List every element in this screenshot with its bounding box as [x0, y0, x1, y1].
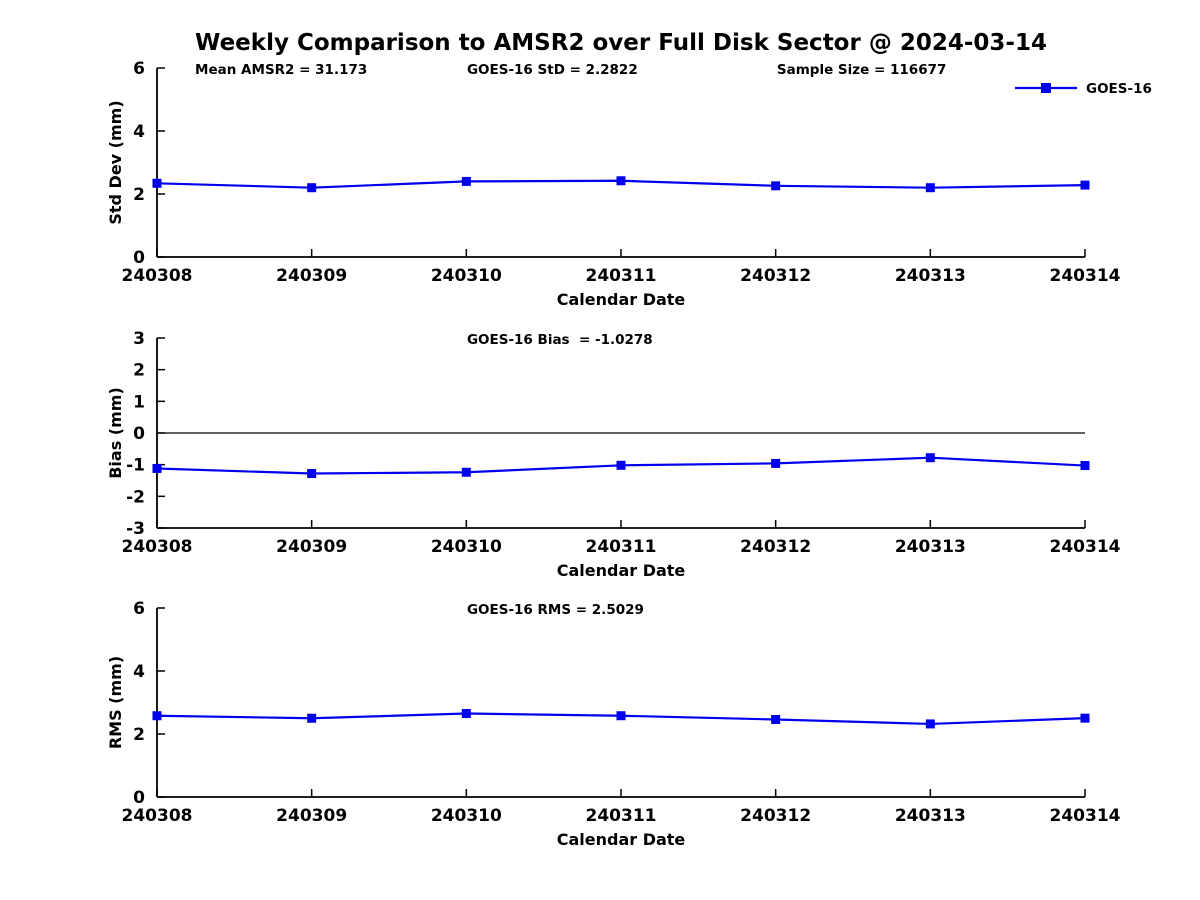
data-point-marker — [461, 709, 471, 719]
x-tick-label: 240308 — [122, 537, 193, 557]
subplot-rms: 0 2 4 6 240308 240309 240310 240311 240312 240313… — [106, 599, 1121, 849]
y-tick-label: 4 — [133, 662, 145, 682]
figure-title: Weekly Comparison to AMSR2 over Full Dis… — [195, 30, 1047, 56]
data-point-marker — [925, 453, 935, 463]
x-tick-label: 240310 — [431, 537, 502, 557]
y-tick-label: 2 — [133, 185, 145, 205]
data-point-marker — [307, 469, 317, 479]
legend-marker — [1041, 83, 1051, 93]
x-axis-label: Calendar Date — [557, 830, 686, 849]
subplot-bias: -3 -2 -1 0 1 2 3 240308 240309 240310 240311 240312… — [106, 329, 1121, 580]
y-tick-label: 6 — [133, 59, 145, 79]
stat-annotation: Mean AMSR2 = 31.173 — [195, 62, 367, 78]
data-point-marker — [771, 715, 781, 725]
x-tick-label: 240308 — [122, 266, 193, 286]
data-point-marker — [616, 460, 626, 470]
y-tick-label: -2 — [126, 487, 145, 507]
data-point-marker — [771, 458, 781, 468]
data-point-marker — [925, 719, 935, 729]
y-tick-label: 2 — [133, 725, 145, 745]
y-tick-label: 0 — [133, 788, 145, 808]
x-tick-label: 240312 — [740, 806, 811, 826]
y-tick-label: 4 — [133, 122, 145, 142]
data-point-marker — [925, 183, 935, 193]
data-point-marker — [152, 463, 162, 473]
y-axis-label: Bias (mm) — [106, 387, 125, 479]
data-point-marker — [461, 176, 471, 186]
stat-annotation: GOES-16 RMS = 2.5029 — [467, 602, 644, 618]
x-tick-label: 240309 — [276, 806, 347, 826]
x-tick-label: 240309 — [276, 266, 347, 286]
y-tick-label: 0 — [133, 248, 145, 268]
x-axis-label: Calendar Date — [557, 561, 686, 580]
stat-annotation: Sample Size = 116677 — [777, 62, 946, 78]
y-axis-label: RMS (mm) — [106, 656, 125, 749]
stat-annotation: GOES-16 Bias = -1.0278 — [467, 332, 653, 348]
x-tick-label: 240309 — [276, 537, 347, 557]
data-point-marker — [1080, 713, 1090, 723]
x-tick-label: 240313 — [895, 806, 966, 826]
x-tick-label: 240311 — [586, 537, 657, 557]
y-tick-label: 3 — [133, 329, 145, 349]
y-tick-label: 1 — [133, 392, 145, 412]
data-point-marker — [461, 467, 471, 477]
data-point-marker — [1080, 461, 1090, 471]
x-tick-label: 240312 — [740, 266, 811, 286]
x-tick-label: 240313 — [895, 266, 966, 286]
x-tick-label: 240314 — [1050, 266, 1121, 286]
x-tick-label: 240308 — [122, 806, 193, 826]
x-tick-label: 240310 — [431, 806, 502, 826]
data-point-marker — [152, 178, 162, 188]
data-point-marker — [616, 176, 626, 186]
stat-annotation: GOES-16 StD = 2.2822 — [467, 62, 638, 78]
data-point-marker — [307, 713, 317, 723]
x-tick-label: 240311 — [586, 266, 657, 286]
data-point-marker — [1080, 180, 1090, 190]
legend-label: GOES-16 — [1086, 81, 1152, 97]
x-axis-label: Calendar Date — [557, 290, 686, 309]
x-tick-label: 240312 — [740, 537, 811, 557]
subplot-std: 0 2 4 6 240308 240309 240310 240311 240312 240313… — [106, 59, 1152, 309]
x-tick-label: 240311 — [586, 806, 657, 826]
y-tick-label: 0 — [133, 424, 145, 444]
x-tick-label: 240310 — [431, 266, 502, 286]
x-tick-label: 240314 — [1050, 537, 1121, 557]
y-axis-label: Std Dev (mm) — [106, 100, 125, 224]
data-point-marker — [307, 183, 317, 193]
data-point-marker — [771, 181, 781, 191]
y-tick-label: 6 — [133, 599, 145, 619]
data-point-marker — [616, 711, 626, 721]
y-tick-label: 2 — [133, 361, 145, 381]
legend: GOES-16 — [1015, 81, 1152, 97]
y-tick-label: -3 — [126, 519, 145, 539]
x-tick-label: 240313 — [895, 537, 966, 557]
x-tick-label: 240314 — [1050, 806, 1121, 826]
y-tick-label: -1 — [126, 456, 145, 476]
data-point-marker — [152, 711, 162, 721]
